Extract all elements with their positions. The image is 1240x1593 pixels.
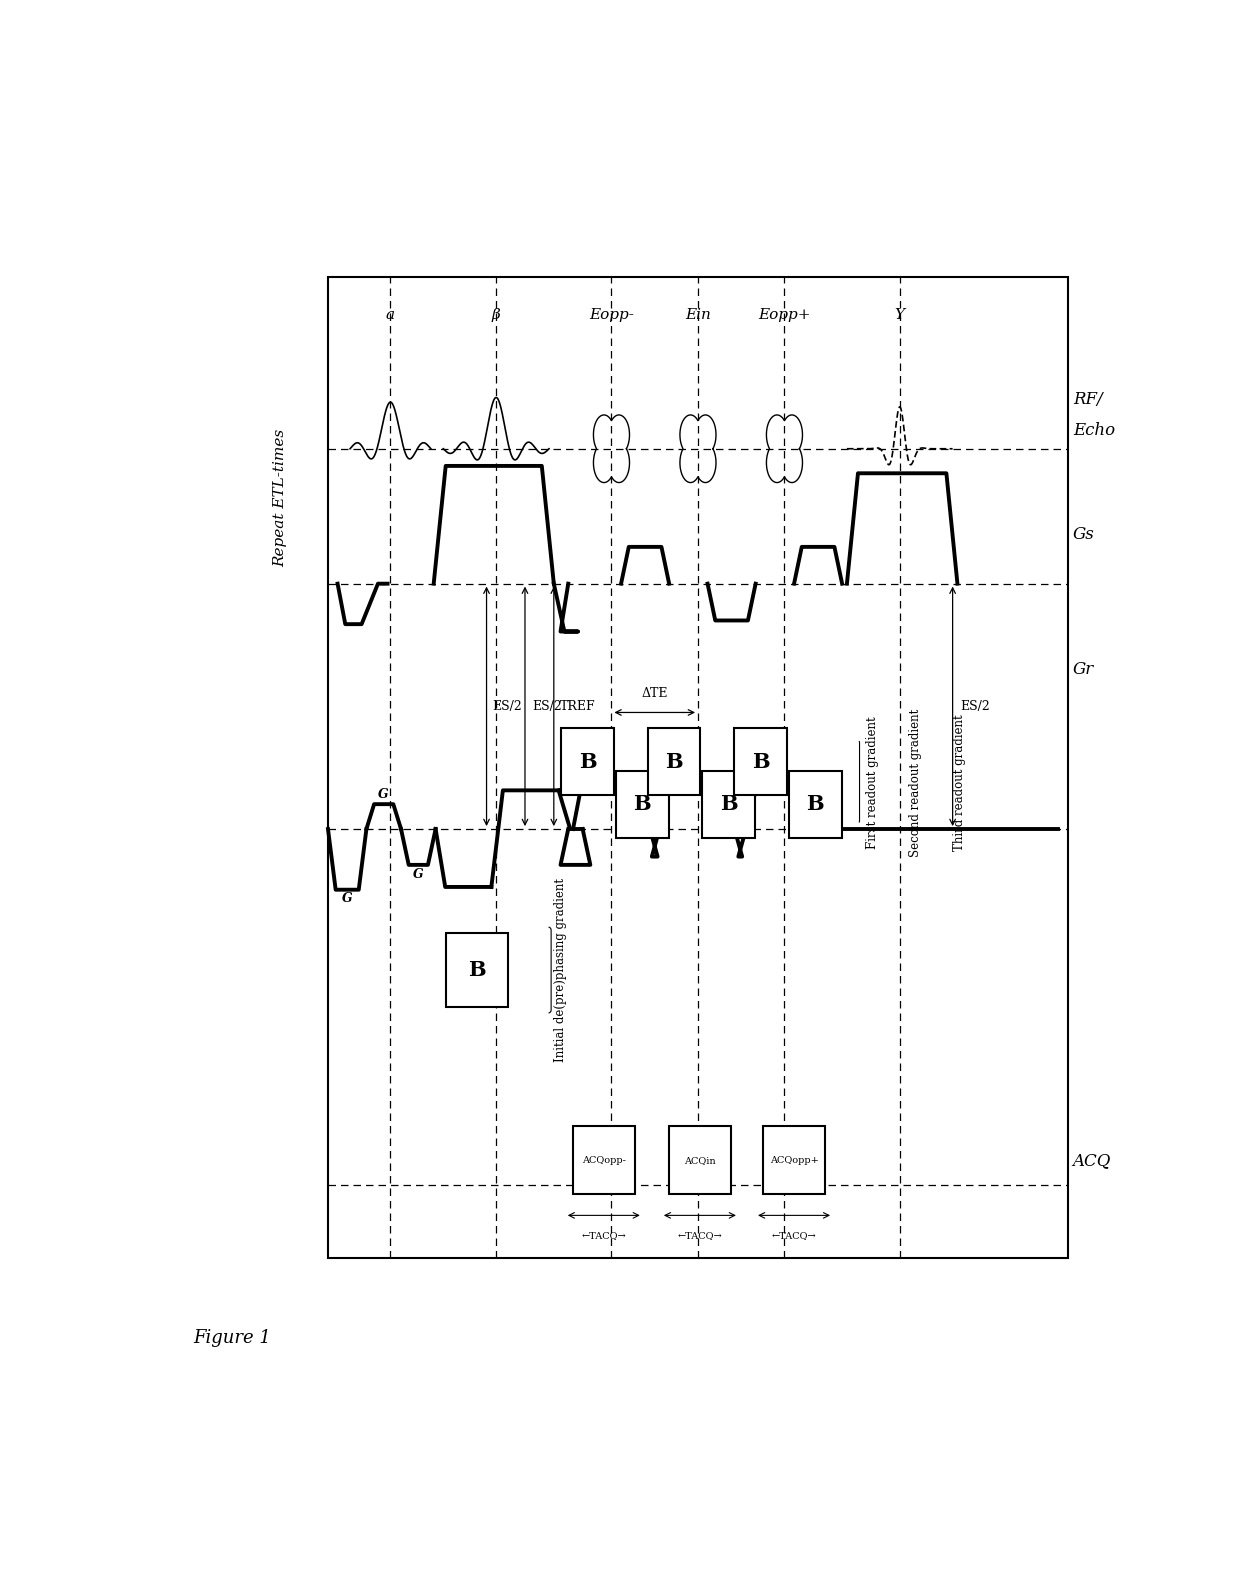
Bar [445,933,508,1007]
Text: ΔTE: ΔTE [641,687,668,701]
Text: B: B [634,795,651,814]
Text: ES/2: ES/2 [533,699,563,712]
Text: B: B [469,961,486,980]
Text: a: a [386,307,396,322]
Text: Initial de(pre)phasing gradient: Initial de(pre)phasing gradient [554,878,567,1063]
Text: B: B [751,752,769,771]
Text: ←TACQ→: ←TACQ→ [771,1231,816,1241]
Text: Gs: Gs [1073,526,1095,543]
Bar [702,771,755,838]
Text: Ein: Ein [684,307,711,322]
Text: Third readout gradient: Third readout gradient [952,714,966,851]
Text: ACQopp+: ACQopp+ [770,1155,818,1164]
Text: Repeat ETL-times: Repeat ETL-times [273,429,286,567]
Text: Eopp+: Eopp+ [758,307,811,322]
Text: G: G [378,789,389,801]
Bar [327,277,1068,1258]
Bar [789,771,842,838]
Bar [573,1126,635,1193]
Text: RF/: RF/ [1073,392,1102,408]
Text: ACQin: ACQin [684,1155,715,1164]
Text: ES/2: ES/2 [492,699,522,712]
Text: Echo: Echo [1073,422,1115,438]
Text: TREF: TREF [559,699,595,712]
Text: ←TACQ→: ←TACQ→ [677,1231,722,1241]
Text: ←TACQ→: ←TACQ→ [582,1231,626,1241]
Text: Figure 1: Figure 1 [193,1329,272,1348]
Bar [616,771,668,838]
Bar [734,728,787,795]
Text: Eopp-: Eopp- [589,307,634,322]
Text: ACQopp-: ACQopp- [582,1155,626,1164]
Text: ACQ: ACQ [1073,1152,1111,1169]
Text: ES/2: ES/2 [960,699,990,712]
Text: First readout gradient: First readout gradient [866,717,879,849]
Text: β: β [492,307,501,322]
Bar [560,728,614,795]
Text: B: B [579,752,596,771]
Text: Y: Y [895,307,905,322]
Text: G: G [413,868,424,881]
Bar [647,728,701,795]
Text: B: B [806,795,825,814]
Text: B: B [665,752,683,771]
Text: G: G [342,892,352,905]
Text: B: B [720,795,738,814]
Text: Gr: Gr [1073,661,1094,679]
Bar [763,1126,826,1193]
Text: Second readout gradient: Second readout gradient [909,709,923,857]
Bar [668,1126,732,1193]
